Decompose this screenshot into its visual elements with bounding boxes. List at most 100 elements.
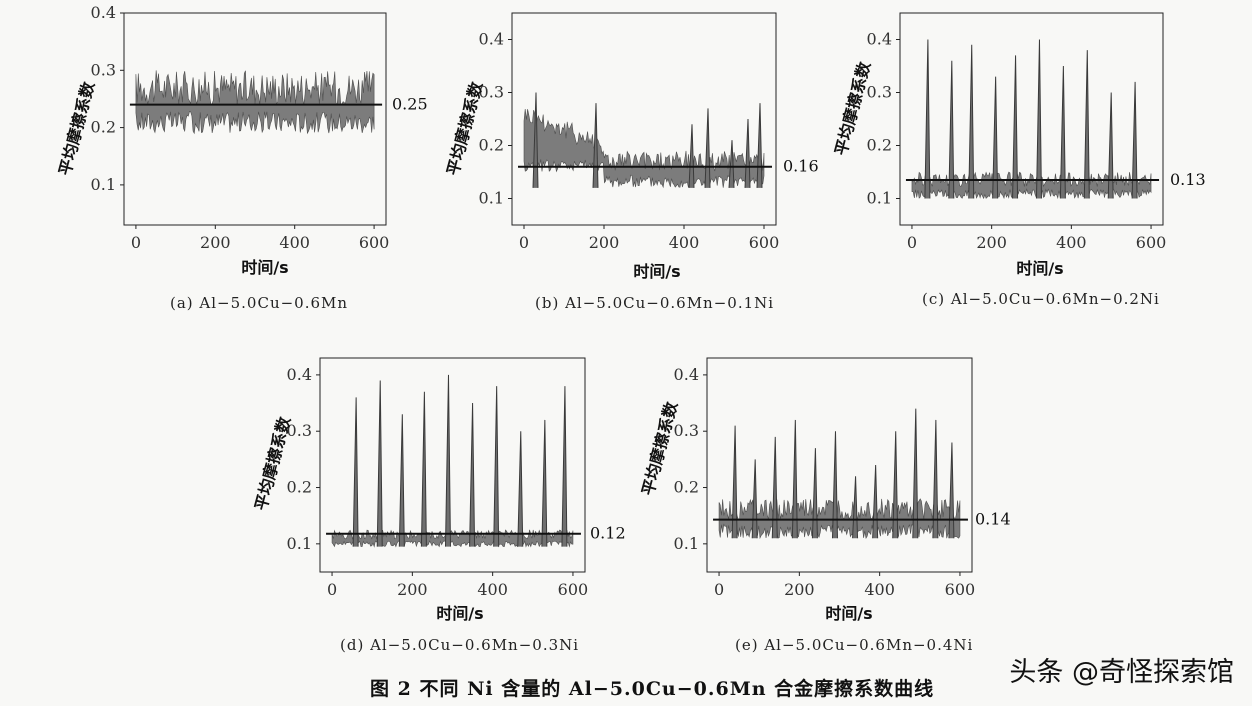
chart-panel-a: 0.25 0.1 0.2 0.3 0.4 0 200 400 600 时间/s 平均摩擦系数 (a)…: [0, 0, 428, 320]
friction-spike: [912, 408, 919, 539]
plot-frame: [511, 12, 777, 226]
mean-value-label: 0.16: [783, 157, 819, 176]
plot-frame: [706, 357, 973, 573]
x-tick-label: 200: [976, 233, 1007, 252]
x-axis-label: 时间/s: [633, 262, 680, 281]
x-tick-label: 600: [1136, 233, 1167, 252]
x-tick-label: 600: [945, 580, 976, 599]
mean-value-label: 0.13: [1170, 170, 1206, 189]
y-tick-label: 0.4: [91, 3, 116, 22]
y-tick-label: 0.3: [867, 83, 892, 102]
friction-spike: [1012, 55, 1019, 199]
x-axis-label: 时间/s: [1016, 259, 1063, 278]
friction-spike: [811, 448, 818, 539]
friction-spike: [751, 459, 758, 539]
mean-value-label: 0.25: [392, 95, 428, 114]
y-tick-label: 0.1: [867, 189, 892, 208]
y-tick-label: 0.3: [479, 83, 504, 102]
friction-spike: [1131, 81, 1138, 199]
friction-spike: [948, 60, 955, 199]
y-tick-label: 0.2: [674, 478, 699, 497]
friction-spike: [731, 425, 738, 539]
chart-panel-c: 0.13 0.1 0.2 0.3 0.4 0 200 400 600 时间/s 平均摩擦系数 (c)…: [0, 0, 1252, 320]
y-tick-label: 0.1: [674, 534, 699, 553]
friction-spike: [352, 397, 359, 547]
friction-spike: [376, 380, 383, 547]
friction-spike: [771, 436, 778, 539]
friction-spike: [932, 419, 939, 539]
panel-caption-d: (d) Al−5.0Cu−0.6Mn−0.3Ni: [340, 636, 580, 654]
friction-spike: [420, 391, 427, 547]
y-tick-label: 0.3: [287, 421, 312, 440]
friction-spike: [968, 44, 975, 199]
plot-frame: [319, 357, 586, 573]
x-tick-label: 200: [397, 580, 428, 599]
mean-value-label: 0.12: [590, 524, 626, 543]
friction-spike: [469, 403, 476, 547]
x-tick-label: 400: [1056, 233, 1087, 252]
x-axis-label: 时间/s: [241, 258, 288, 277]
friction-spike: [704, 108, 711, 188]
y-tick-label: 0.3: [674, 421, 699, 440]
panel-caption-b: (b) Al−5.0Cu−0.6Mn−0.1Ni: [535, 294, 775, 312]
chart-panel-d: 0.12 0.1 0.2 0.3 0.4 0 200 400 600 时间/s 平均摩擦系数 (d)…: [251, 357, 626, 654]
friction-band-e: [718, 498, 961, 540]
y-tick-label: 0.1: [91, 175, 116, 194]
figure-caption: 图 2 不同 Ni 含量的 Al−5.0Cu−0.6Mn 合金摩擦系数曲线: [370, 678, 935, 700]
x-tick-label: 600: [558, 580, 589, 599]
mean-value-label: 0.14: [975, 510, 1011, 529]
y-tick-label: 0.4: [479, 30, 504, 49]
friction-band-a: [135, 70, 375, 135]
friction-spike: [892, 431, 899, 539]
x-tick-label: 400: [669, 233, 700, 252]
x-axis-label: 时间/s: [436, 604, 483, 623]
friction-spike: [744, 118, 751, 188]
x-tick-label: 200: [200, 233, 231, 252]
friction-spike: [398, 414, 405, 547]
x-tick-label: 200: [589, 233, 620, 252]
friction-spike: [1035, 39, 1042, 199]
x-tick-label: 0: [714, 580, 724, 599]
friction-spike: [532, 92, 539, 188]
friction-spike: [561, 386, 568, 547]
plot-frame: [123, 12, 387, 226]
x-axis-label: 时间/s: [825, 604, 872, 623]
x-tick-label: 600: [359, 233, 390, 252]
friction-spike: [872, 464, 879, 539]
friction-spike: [924, 39, 931, 199]
friction-spike: [728, 140, 735, 188]
friction-spike: [791, 419, 798, 539]
x-tick-label: 600: [749, 233, 780, 252]
y-tick-label: 0.2: [287, 478, 312, 497]
friction-spike: [948, 442, 955, 539]
friction-spike: [541, 419, 548, 547]
friction-band-b: [523, 109, 765, 189]
y-tick-label: 0.4: [674, 365, 699, 384]
chart-panel-e: 0.14 0.1 0.2 0.3 0.4 0 200 400 600 时间/s 平均摩擦系数 (e)…: [638, 357, 1011, 654]
chart-panel-b: 0.16 0.1 0.2 0.3 0.4 0 200 400 600 时间/s 平均摩擦系数 (b)…: [0, 0, 850, 320]
friction-spike: [444, 374, 451, 547]
panel-caption-c: (c) Al−5.0Cu−0.6Mn−0.2Ni: [922, 290, 1160, 308]
y-tick-label: 0.2: [479, 136, 504, 155]
panel-caption-e: (e) Al−5.0Cu−0.6Mn−0.4Ni: [735, 636, 974, 654]
friction-spike: [1107, 92, 1114, 199]
y-tick-label: 0.3: [91, 60, 116, 79]
watermark: 头条 @奇怪探索馆: [1009, 657, 1234, 688]
y-tick-label: 0.4: [867, 30, 892, 49]
y-tick-label: 0.4: [287, 365, 312, 384]
x-tick-label: 400: [864, 580, 895, 599]
x-tick-label: 400: [477, 580, 508, 599]
x-tick-label: 200: [784, 580, 815, 599]
friction-spike: [493, 386, 500, 547]
y-tick-label: 0.1: [287, 534, 312, 553]
x-tick-label: 0: [327, 580, 337, 599]
friction-spike: [831, 431, 838, 539]
x-tick-label: 400: [279, 233, 310, 252]
friction-spike: [1059, 65, 1066, 199]
friction-spike: [517, 431, 524, 547]
